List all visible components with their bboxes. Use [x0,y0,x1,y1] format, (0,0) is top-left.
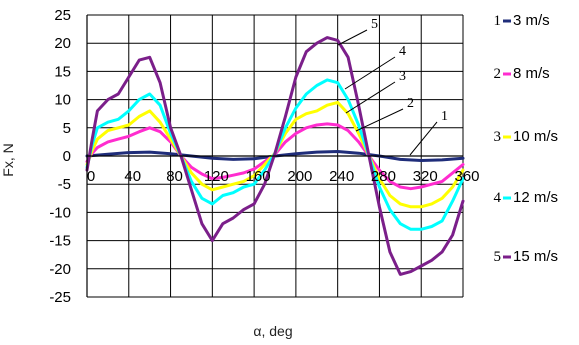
y-tick-label: 5 [63,120,71,137]
y-tick-label: 10 [54,92,71,109]
x-tick-label: 160 [246,168,271,185]
legend-number-5: 5 [494,249,502,265]
x-tick-label: 240 [329,168,354,185]
legend-number-1: 1 [494,13,502,29]
legend-number-2: 2 [494,66,502,82]
callout-leader-4 [344,56,396,90]
callout-label-1: 1 [441,109,448,124]
series-line-5 [85,36,465,276]
callout-leader-2 [355,108,404,132]
y-tick-label: 0 [63,148,71,165]
legend: 1 3 m/s 2 8 m/s 3 10 m/s 4 12 m/s 5 15 m/s [494,12,559,265]
x-tick-label: 200 [287,168,312,185]
y-axis-title: Fx, N [0,143,16,176]
x-tick-label: 360 [454,168,479,185]
callouts: 5 4 32 1 [337,17,448,156]
legend-label-3: 10 m/s [513,128,558,145]
y-tick-label: 15 [54,63,71,80]
x-tick-label: 0 [87,168,95,185]
axes [86,15,463,297]
y-tick-label: 20 [54,35,71,52]
legend-label-2: 8 m/s [513,65,550,82]
y-tick-label: -20 [49,261,71,278]
x-tick-label: 40 [124,168,141,185]
x-tick-label: 280 [371,168,396,185]
grid [86,14,464,298]
y-tick-label: -5 [58,176,71,193]
callout-label-5: 5 [371,17,378,32]
x-axis-title: α, deg [253,323,292,339]
legend-number-4: 4 [494,190,502,206]
callout-leader-5 [337,29,368,46]
series-line-4 [85,78,465,231]
x-tick-label: 80 [166,168,183,185]
legend-number-3: 3 [494,129,502,145]
legend-label-5: 15 m/s [513,248,558,265]
legend-label-4: 12 m/s [513,189,558,206]
y-tick-label: -25 [49,289,71,306]
legend-label-1: 3 m/s [513,12,550,29]
y-tick-label: 25 [54,7,71,24]
callout-leader-3 [345,81,396,114]
callout-label-4: 4 [399,44,406,59]
callout-label-2: 2 [407,96,414,111]
callout-label-3: 3 [399,69,406,84]
y-tick-label: -15 [49,233,71,250]
x-tick-label: 120 [204,168,229,185]
y-tick-label: -10 [49,204,71,221]
callout-leader-1 [409,121,438,156]
x-tick-label: 320 [413,168,438,185]
